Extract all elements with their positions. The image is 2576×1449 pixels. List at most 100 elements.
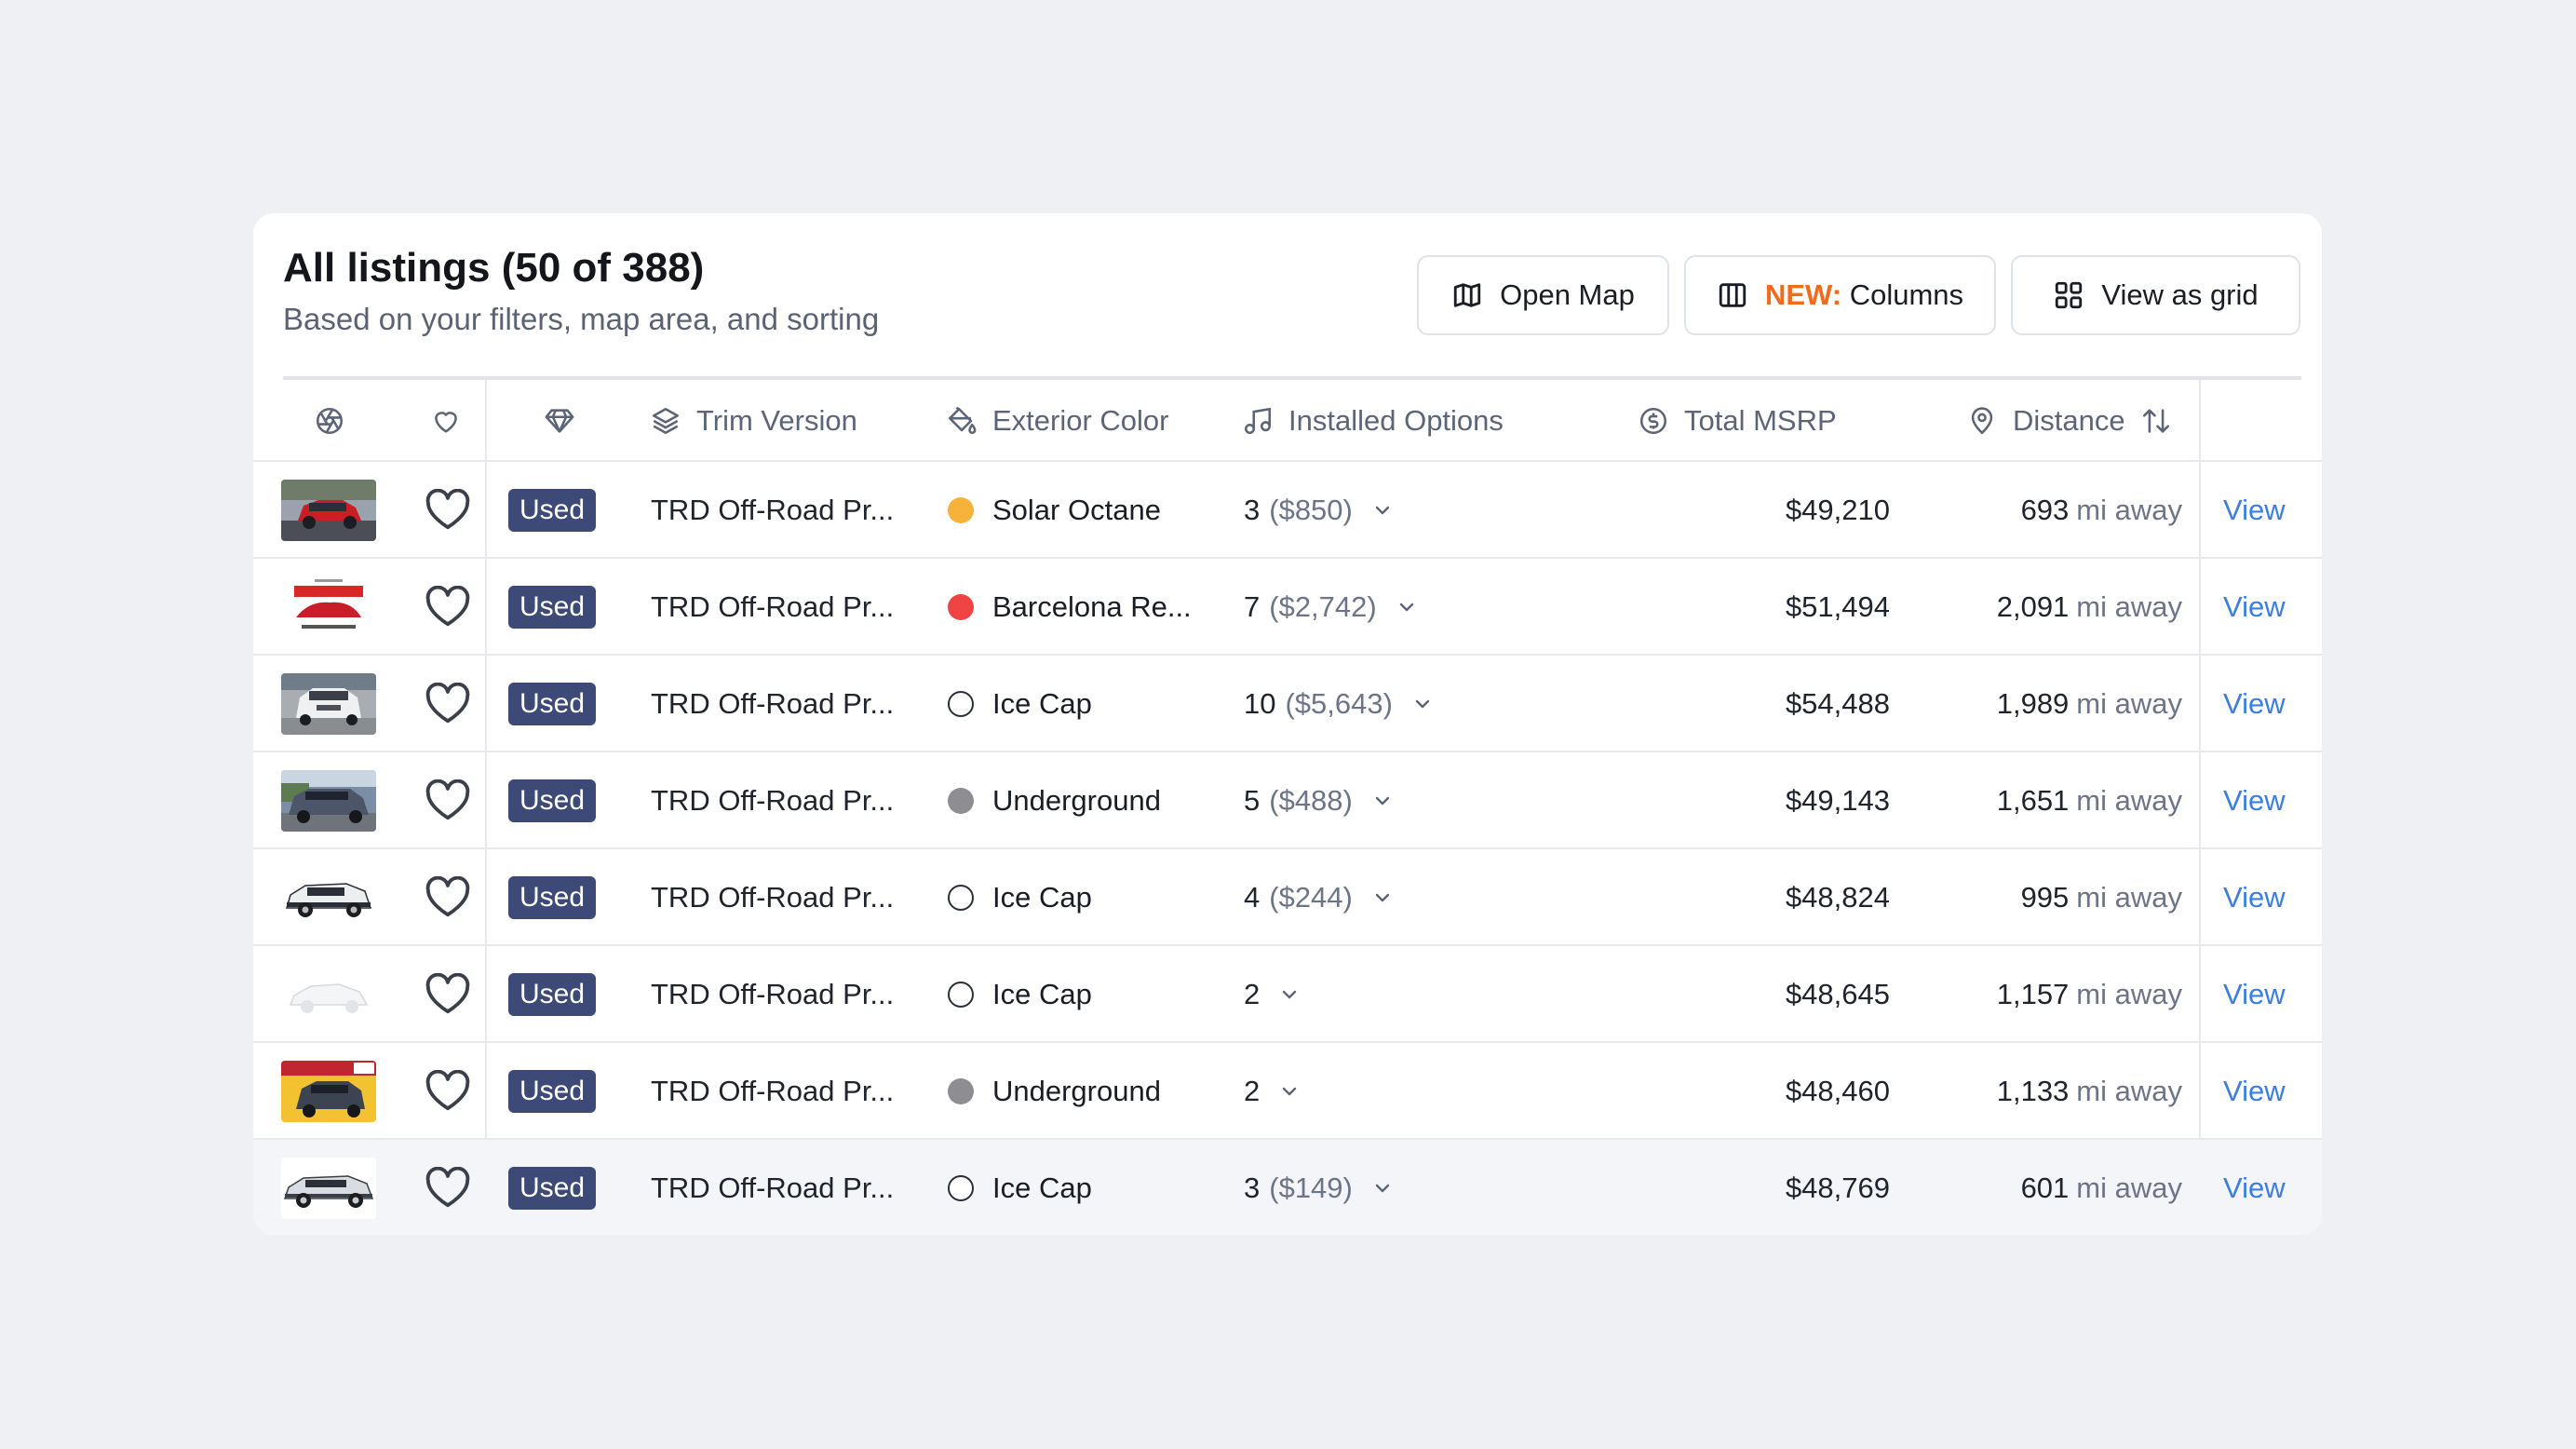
color-swatch (948, 982, 974, 1008)
chevron-down-icon (1415, 699, 1430, 709)
favorite-toggle[interactable] (425, 559, 471, 656)
distance-unit: mi away (2076, 978, 2182, 1010)
favorite-toggle[interactable] (425, 462, 471, 559)
view-link[interactable]: View (2223, 881, 2286, 914)
view-link[interactable]: View (2223, 1171, 2286, 1204)
listing-photo[interactable] (281, 673, 376, 735)
listing-photo-cell[interactable] (281, 462, 376, 559)
options-dropdown[interactable]: 10 ($5,643) (1244, 656, 1434, 752)
options-count: 3 (1244, 494, 1261, 526)
color-swatch (948, 885, 974, 911)
chevron-down-icon (1375, 893, 1390, 902)
distance-column-label: Distance (2013, 404, 2125, 437)
msrp-value: $48,769 (1785, 1171, 1890, 1204)
listing-photo[interactable] (281, 770, 376, 832)
table-row[interactable]: Used TRD Off-Road Pr... Underground 5 ($… (253, 752, 2322, 849)
view-link[interactable]: View (2223, 590, 2286, 623)
table-row[interactable]: Used TRD Off-Road Pr... Ice Cap 4 ($244)… (253, 849, 2322, 946)
view-as-grid-label: View as grid (2101, 278, 2259, 311)
view-link[interactable]: View (2223, 1075, 2286, 1107)
table-body: Used TRD Off-Road Pr... Solar Octane 3 (… (253, 462, 2322, 1235)
table-row[interactable]: Used TRD Off-Road Pr... Solar Octane 3 (… (253, 462, 2322, 559)
msrp-value: $51,494 (1785, 590, 1890, 623)
listing-photo-cell[interactable] (281, 1043, 376, 1140)
color-name: Ice Cap (992, 978, 1092, 1010)
favorite-toggle[interactable] (425, 849, 471, 946)
distance-unit: mi away (2076, 1171, 2182, 1204)
layers-icon (652, 407, 680, 435)
listing-photo[interactable] (281, 964, 376, 1025)
listings-header: All listings (50 of 388) Based on your f… (253, 213, 2322, 378)
listing-photo[interactable] (281, 1061, 376, 1122)
options-dropdown[interactable]: 4 ($244) (1244, 849, 1394, 946)
condition-cell: Used (508, 752, 597, 849)
heart-icon (435, 412, 457, 433)
listing-photo[interactable] (281, 576, 376, 638)
columns-button[interactable]: NEW: Columns (1684, 255, 1996, 335)
view-as-grid-button[interactable]: View as grid (2011, 255, 2300, 335)
favorite-toggle[interactable] (425, 946, 471, 1043)
favorite-toggle[interactable] (425, 752, 471, 849)
condition-cell: Used (508, 462, 597, 559)
condition-column-header[interactable] (544, 380, 575, 462)
listing-photo-cell[interactable] (281, 656, 376, 752)
favorite-toggle[interactable] (425, 1140, 471, 1235)
options-dropdown[interactable]: 2 (1244, 1043, 1301, 1140)
listing-photo-cell[interactable] (281, 849, 376, 946)
options-column-header[interactable]: Installed Options (1242, 380, 1504, 462)
grid-icon (2056, 281, 2083, 309)
open-map-button[interactable]: Open Map (1417, 255, 1669, 335)
listing-photo[interactable] (281, 480, 376, 541)
favorite-toggle[interactable] (425, 1043, 471, 1140)
new-tag: NEW: (1764, 278, 1842, 311)
table-row[interactable]: Used TRD Off-Road Pr... Underground 2 $4… (253, 1043, 2322, 1140)
listing-photo-cell[interactable] (281, 1140, 376, 1235)
options-dropdown[interactable]: 2 (1244, 946, 1301, 1043)
listing-photo-cell[interactable] (281, 752, 376, 849)
trim-column-header[interactable]: Trim Version (650, 380, 857, 462)
options-dropdown[interactable]: 3 ($850) (1244, 462, 1394, 559)
condition-badge: Used (508, 683, 597, 725)
color-name: Barcelona Re... (992, 590, 1192, 623)
table-row[interactable]: Used TRD Off-Road Pr... Barcelona Re... … (253, 559, 2322, 656)
listing-photo[interactable] (281, 867, 376, 928)
condition-cell: Used (508, 946, 597, 1043)
color-cell: Barcelona Re... (948, 559, 1192, 656)
condition-badge: Used (508, 779, 597, 822)
music-note-icon (1244, 407, 1272, 435)
color-column-header[interactable]: Exterior Color (946, 380, 1169, 462)
color-name: Ice Cap (992, 1171, 1092, 1204)
table-row[interactable]: Used TRD Off-Road Pr... Ice Cap 3 ($149)… (253, 1140, 2322, 1235)
options-dropdown[interactable]: 7 ($2,742) (1244, 559, 1418, 656)
view-link[interactable]: View (2223, 494, 2286, 526)
color-cell: Ice Cap (948, 1140, 1092, 1235)
sort-icon[interactable] (2140, 405, 2172, 437)
table-row[interactable]: Used TRD Off-Road Pr... Ice Cap 10 ($5,6… (253, 656, 2322, 752)
color-swatch (948, 1078, 974, 1104)
silver-suv-side-photo (281, 1158, 376, 1219)
photo-column-header[interactable] (314, 380, 345, 462)
distance-cell: 2,091 mi away (1997, 559, 2182, 656)
condition-cell: Used (508, 1140, 597, 1235)
distance-column-header[interactable]: Distance (1966, 380, 2172, 462)
view-link[interactable]: View (2223, 784, 2286, 817)
msrp-column-header[interactable]: Total MSRP (1638, 380, 1837, 462)
listings-table: Trim Version Exterior Color Installed Op… (253, 380, 2322, 1235)
options-dropdown[interactable]: 3 ($149) (1244, 1140, 1394, 1235)
color-cell: Underground (948, 752, 1161, 849)
listing-photo-cell[interactable] (281, 559, 376, 656)
promo-suv-photo (281, 1061, 376, 1122)
placeholder-car-photo (281, 964, 376, 1025)
view-link[interactable]: View (2223, 978, 2286, 1010)
color-swatch (948, 788, 974, 814)
favorite-toggle[interactable] (425, 656, 471, 752)
heart-icon (425, 683, 470, 724)
table-row[interactable]: Used TRD Off-Road Pr... Ice Cap 2 $48,64… (253, 946, 2322, 1043)
msrp-value: $49,210 (1785, 494, 1890, 526)
condition-cell: Used (508, 656, 597, 752)
view-link[interactable]: View (2223, 687, 2286, 720)
favorite-column-header[interactable] (430, 380, 462, 462)
options-dropdown[interactable]: 5 ($488) (1244, 752, 1394, 849)
listing-photo[interactable] (281, 1158, 376, 1219)
listing-photo-cell[interactable] (281, 946, 376, 1043)
